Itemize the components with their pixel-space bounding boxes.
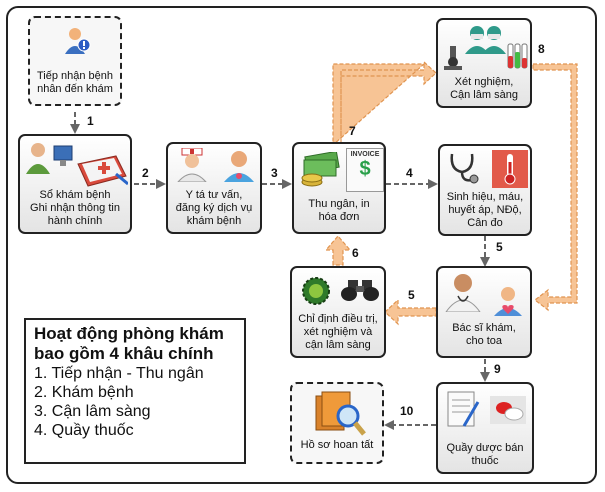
arrow-7 xyxy=(331,60,437,146)
pills-icon xyxy=(490,396,526,424)
stethoscope-icon xyxy=(450,153,479,184)
vitals-label-1: Sinh hiệu, máu, xyxy=(446,191,524,203)
step-6: 6 xyxy=(352,246,359,260)
legend-item-1: 1. Tiếp nhận - Thu ngân xyxy=(34,365,204,382)
step-1: 1 xyxy=(87,114,94,128)
node-nurse: Y tá tư vấn, đăng ký dịch vụ khám bệnh xyxy=(166,142,262,234)
patient-icon xyxy=(224,151,254,182)
pharmacy-label-2: thuốc xyxy=(471,455,499,467)
money-icon xyxy=(301,152,340,187)
orders-label-3: cận lâm sàng xyxy=(305,339,371,351)
dollar-icon: $ xyxy=(359,158,371,180)
folders-magnifier-icon xyxy=(315,391,366,436)
step-5b: 5 xyxy=(408,288,415,302)
pharmacy-label-1: Quầy dược bán xyxy=(446,442,524,454)
nurse-label-1: Y tá tư vấn, xyxy=(185,189,243,201)
vitals-label-3: Cân đo xyxy=(467,217,503,229)
cashier-label-1: Thu ngân, in xyxy=(308,198,370,210)
node-lab: Xét nghiệm, Cận lâm sàng xyxy=(436,18,532,108)
records-label-1: Hồ sơ hoan tất xyxy=(300,439,374,451)
test-tubes-icon xyxy=(507,43,528,69)
step-4: 4 xyxy=(406,166,413,180)
step-9: 9 xyxy=(494,362,501,376)
legend-item-3: 3. Cận lâm sàng xyxy=(34,403,151,420)
diagram-frame xyxy=(6,6,597,484)
node-orders: Chỉ định điều trị, xét nghiệm và cận lâm… xyxy=(290,266,386,358)
step-5a: 5 xyxy=(496,240,503,254)
doctor-icon xyxy=(445,274,481,312)
nurse-icon xyxy=(177,148,207,182)
vitals-label-2: huyết áp, NĐộ, xyxy=(448,204,522,216)
lab-label-2: Cận lâm sàng xyxy=(450,89,518,101)
step-7: 7 xyxy=(349,124,356,138)
nurse-label-2: đăng ký dịch vụ xyxy=(175,202,253,214)
step-3: 3 xyxy=(271,166,278,180)
node-doctor: Bác sĩ khám, cho toa xyxy=(436,266,532,358)
step-2: 2 xyxy=(142,166,149,180)
legend-title-1: Hoạt động phòng khám xyxy=(34,324,224,343)
node-cashier: INVOICE $ Thu ngân, in hóa đơn xyxy=(292,142,386,234)
legend-item-2: 2. Khám bệnh xyxy=(34,384,134,401)
arrow-6 xyxy=(324,235,352,266)
arrow-8 xyxy=(532,63,578,312)
nurse-label-3: khám bệnh xyxy=(186,215,242,227)
legend-item-4: 4. Quầy thuốc xyxy=(34,422,134,439)
lab-label-1: Xét nghiệm, xyxy=(454,76,514,88)
orders-label-1: Chỉ định điều trị, xyxy=(298,313,378,325)
patient-info-icon xyxy=(65,28,91,54)
medical-book-icon xyxy=(77,155,128,187)
reception-label-2: nhân đến khám xyxy=(37,83,113,95)
receptionist-icon xyxy=(26,143,73,174)
invoice-text: INVOICE xyxy=(350,151,380,158)
registration-label-1: Sổ khám bệnh xyxy=(39,189,111,201)
legend-title-2: bao gồm 4 khâu chính xyxy=(34,344,214,363)
reception-label-1: Tiếp nhận bệnh xyxy=(36,70,114,82)
doctor-label-2: cho toa xyxy=(465,335,503,347)
invoice-icon: INVOICE $ xyxy=(346,148,384,192)
step-10: 10 xyxy=(400,404,414,418)
patient-heart-icon xyxy=(494,287,522,316)
arrow-5b xyxy=(384,298,437,326)
prescription-icon xyxy=(447,391,480,427)
orders-label-2: xét nghiệm và xyxy=(303,326,373,338)
node-records: Hồ sơ hoan tất xyxy=(290,382,384,464)
virus-icon xyxy=(302,277,330,305)
cashier-label-2: hóa đơn xyxy=(318,211,360,223)
registration-label-3: hành chính xyxy=(47,215,103,227)
thermometer-icon xyxy=(492,150,528,188)
registration-label-2: Ghi nhận thông tin xyxy=(30,202,120,214)
step-8: 8 xyxy=(538,42,545,56)
node-registration: Sổ khám bệnh Ghi nhận thông tin hành chí… xyxy=(18,134,132,234)
microscope-icon xyxy=(444,46,462,70)
node-reception: Tiếp nhận bệnh nhân đến khám xyxy=(28,16,122,106)
legend-box: Hoạt động phòng khám bao gồm 4 khâu chín… xyxy=(24,318,246,464)
surgeons-icon xyxy=(465,26,506,54)
node-pharmacy: Quầy dược bán thuốc xyxy=(436,382,534,474)
node-vitals: Sinh hiệu, máu, huyết áp, NĐộ, Cân đo xyxy=(438,144,532,236)
doctor-label-1: Bác sĩ khám, xyxy=(452,322,516,334)
binoculars-icon xyxy=(341,280,379,301)
